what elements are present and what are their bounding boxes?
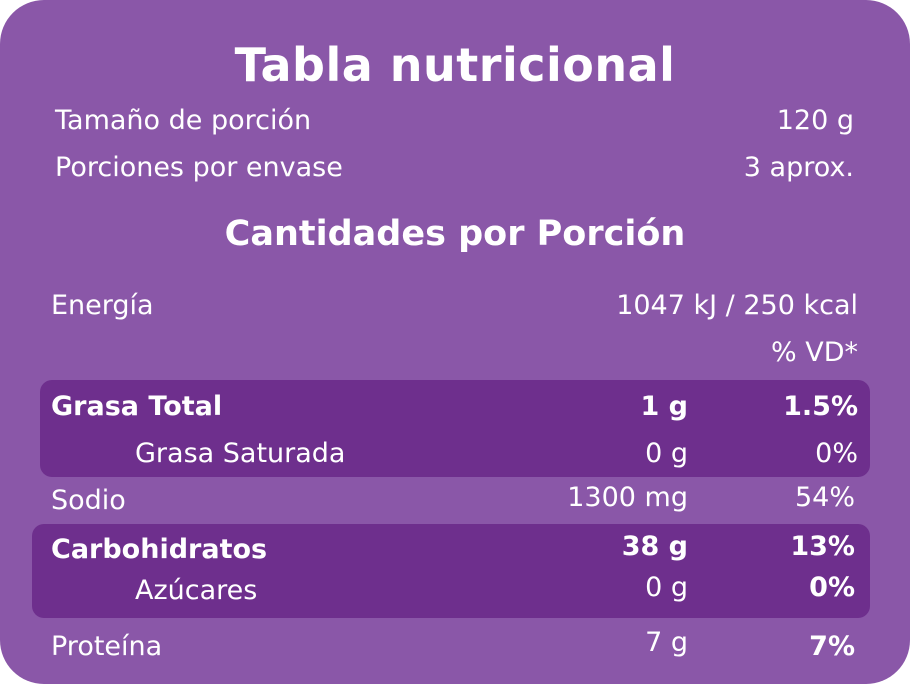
carbohydrate-highlight-band <box>32 524 870 618</box>
fat-highlight-band <box>40 380 870 477</box>
row-amount-sodium: 1300 mg <box>567 482 688 513</box>
row-label-total-fat: Grasa Total <box>51 391 223 422</box>
row-dv-saturated-fat: 0% <box>815 438 858 469</box>
row-label-sugars: Azúcares <box>135 575 258 606</box>
row-dv-total-fat: 1.5% <box>783 391 858 422</box>
row-dv-sugars: 0% <box>809 572 855 603</box>
row-label-carbohydrates: Carbohidratos <box>51 534 268 565</box>
row-dv-sodium: 54% <box>794 482 855 513</box>
serving-size-value: 120 g <box>776 105 854 136</box>
row-amount-sugars: 0 g <box>645 572 688 603</box>
row-amount-total-fat: 1 g <box>640 391 688 422</box>
energy-value: 1047 kJ / 250 kcal <box>616 290 858 321</box>
row-label-saturated-fat: Grasa Saturada <box>135 438 346 469</box>
row-amount-saturated-fat: 0 g <box>645 438 688 469</box>
servings-per-pack-label: Porciones por envase <box>55 152 343 183</box>
serving-size-label: Tamaño de porción <box>55 105 312 136</box>
section-title: Cantidades por Porción <box>224 214 686 254</box>
table-title: Tabla nutricional <box>234 38 676 92</box>
row-label-protein: Proteína <box>51 631 163 662</box>
row-amount-protein: 7 g <box>645 627 688 658</box>
servings-per-pack-value: 3 aprox. <box>743 152 854 183</box>
row-label-sodium: Sodio <box>51 485 126 516</box>
row-amount-carbohydrates: 38 g <box>621 531 688 562</box>
row-dv-carbohydrates: 13% <box>790 531 855 562</box>
energy-label: Energía <box>51 290 154 321</box>
row-dv-protein: 7% <box>809 631 855 662</box>
daily-value-header: % VD* <box>771 337 858 368</box>
